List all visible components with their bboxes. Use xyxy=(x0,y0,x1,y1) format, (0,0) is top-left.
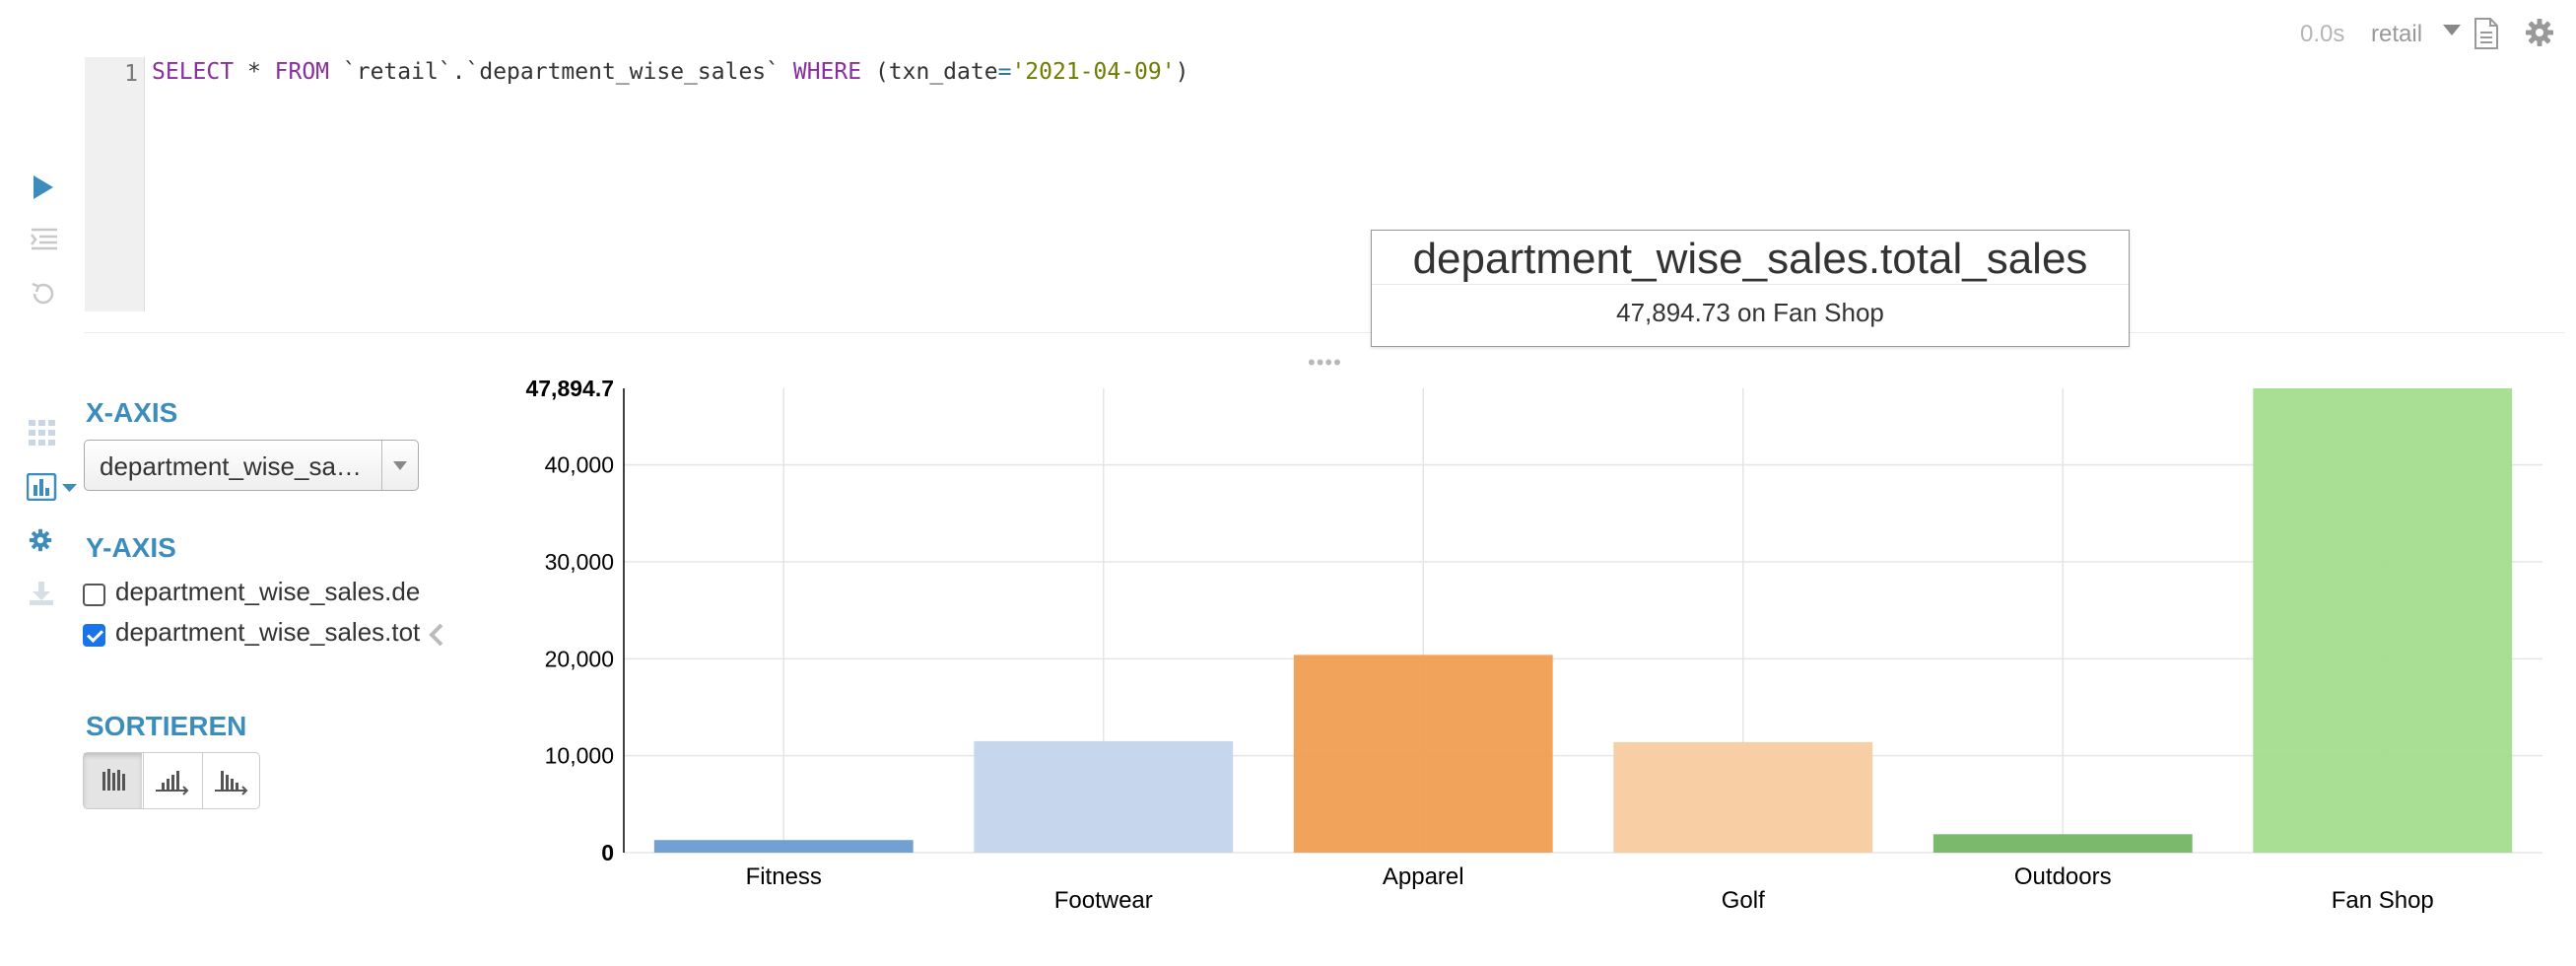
sql-paren: ( xyxy=(861,59,889,85)
chart-tooltip: department_wise_sales.total_sales 47,894… xyxy=(1371,230,2130,347)
y-axis-option-label: department_wise_sales.de xyxy=(115,577,421,606)
y-axis-heading: Y-AXIS xyxy=(86,532,176,563)
grid-icon[interactable] xyxy=(29,420,56,450)
bar-fan-shop xyxy=(2253,388,2513,853)
format-icon[interactable] xyxy=(30,227,59,255)
tooltip-value: 47,894.73 on Fan Shop xyxy=(1616,298,1884,327)
document-icon[interactable] xyxy=(2474,18,2499,54)
sql-column: txn_date xyxy=(888,59,998,85)
play-icon[interactable] xyxy=(32,173,55,206)
bar-golf xyxy=(1613,741,1873,853)
x-axis-select[interactable]: department_wise_sales.department_name xyxy=(84,440,419,491)
tooltip-title: department_wise_sales.total_sales xyxy=(1372,231,2129,285)
line-number: 1 xyxy=(124,61,138,87)
database-selector[interactable]: retail xyxy=(2371,21,2423,47)
sql-keyword: SELECT xyxy=(152,59,235,85)
sort-none-button[interactable] xyxy=(84,753,142,808)
x-tick-label: Fitness xyxy=(746,863,822,890)
gear-icon[interactable] xyxy=(2525,18,2554,52)
sql-keyword: FROM xyxy=(274,59,330,85)
editor-gutter xyxy=(85,57,145,311)
x-axis-select-value: department_wise_sales.department_name xyxy=(100,451,366,481)
sort-ascending-button[interactable] xyxy=(143,753,201,808)
history-icon[interactable] xyxy=(30,280,57,312)
sql-operator: = xyxy=(997,59,1012,85)
y-axis-option-label: department_wise_sales.tot xyxy=(115,617,421,647)
sort-ascending-icon xyxy=(156,771,189,795)
resize-handle[interactable]: •••• xyxy=(1308,350,1342,375)
sql-keyword: WHERE xyxy=(792,59,862,85)
caret-down-icon[interactable] xyxy=(2443,25,2461,35)
sql-star: * xyxy=(234,59,275,85)
y-axis-checkbox-department[interactable] xyxy=(83,584,105,606)
bar-chart: 0 10,000 20,000 30,000 40,000 47,894.7 Fitness… xyxy=(525,376,2542,914)
sort-descending-button[interactable] xyxy=(202,753,260,808)
x-tick-label: Golf xyxy=(1722,887,1765,914)
caret-down-icon xyxy=(393,461,407,470)
x-tick-label: Fan Shop xyxy=(2332,887,2434,914)
bar-footwear xyxy=(974,740,1234,853)
bar-apparel xyxy=(1293,655,1553,853)
editor-divider xyxy=(85,332,2564,333)
y-max-label: 47,894.7 xyxy=(525,376,614,401)
y-tick-label: 0 xyxy=(601,840,614,865)
sql-string: '2021-04-09' xyxy=(1011,59,1176,85)
x-tick-label: Outdoors xyxy=(2014,863,2112,890)
y-tick-label: 10,000 xyxy=(545,743,614,769)
bar-fitness xyxy=(653,840,914,853)
settings-icon[interactable] xyxy=(29,528,52,557)
x-tick-label: Apparel xyxy=(1383,863,1464,890)
y-axis-checkbox-total-sales[interactable] xyxy=(83,624,105,647)
chevron-left-icon[interactable] xyxy=(426,620,447,655)
execution-time: 0.0s xyxy=(2300,21,2345,47)
sort-heading: SORTIEREN xyxy=(86,711,247,741)
sort-descending-icon xyxy=(215,771,248,795)
sql-query-line[interactable]: SELECT * FROM `retail`.`department_wise_… xyxy=(152,59,1188,85)
sort-button-group xyxy=(83,752,260,809)
x-axis-heading: X-AXIS xyxy=(86,397,178,428)
y-tick-label: 20,000 xyxy=(545,646,614,671)
download-icon[interactable] xyxy=(29,581,54,611)
x-axis-select-toggle[interactable] xyxy=(381,441,418,490)
x-tick-label: Footwear xyxy=(1054,887,1153,914)
bar-outdoors xyxy=(1932,834,2193,853)
sql-paren: ) xyxy=(1175,59,1189,85)
y-tick-label: 30,000 xyxy=(545,549,614,575)
y-tick-label: 40,000 xyxy=(545,452,614,478)
bar-chart-icon[interactable] xyxy=(26,472,80,506)
sql-table: `retail`.`department_wise_sales` xyxy=(329,59,793,85)
sort-none-icon xyxy=(102,769,125,791)
